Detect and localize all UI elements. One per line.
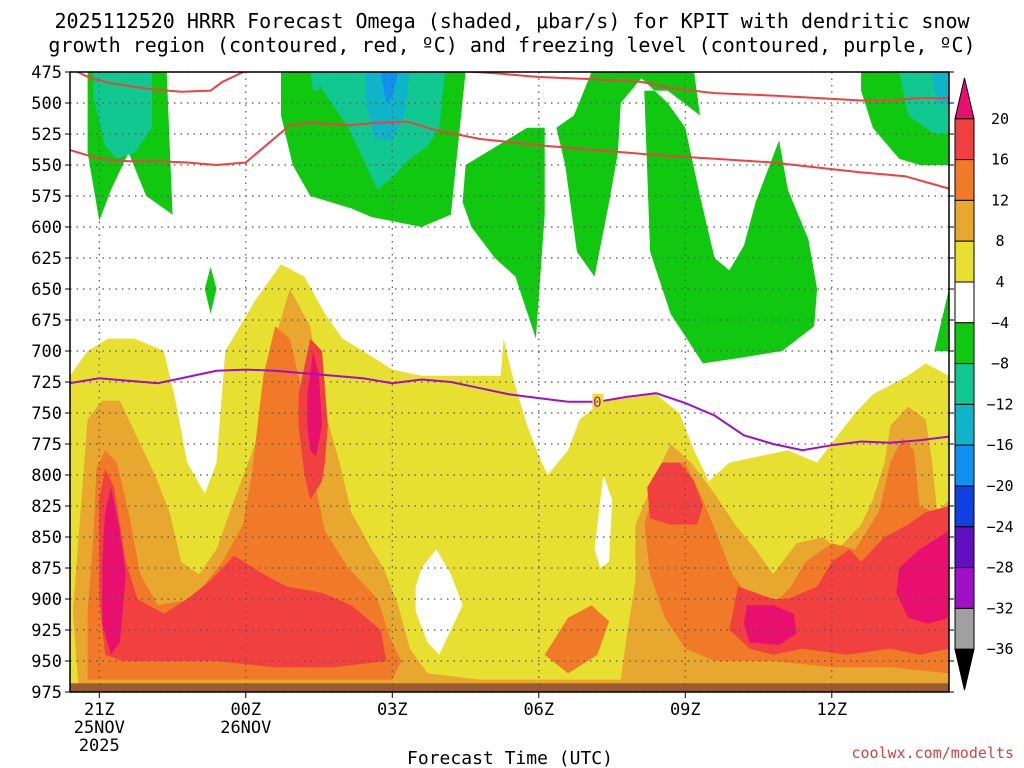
- colorbar-label-3: 12: [991, 191, 1009, 209]
- credit-label: coolwx.com/modelts: [851, 744, 1014, 762]
- y-tick-label-500: 500: [31, 94, 62, 114]
- dgz-lower-contour: [70, 120, 949, 190]
- omega-region-hole-1: [415, 549, 463, 655]
- y-tick-label-850: 850: [31, 528, 62, 548]
- colorbar-label-12: −28: [986, 559, 1013, 577]
- colorbar-swatch-9: [954, 444, 975, 487]
- y-tick-label-875: 875: [31, 559, 62, 579]
- x-axis-label: Forecast Time (UTC): [407, 748, 613, 768]
- x-tick-label-h16-1: 06Z: [523, 700, 554, 720]
- y-tick-label-925: 925: [31, 621, 62, 641]
- x-tick-label-h21-1: 09Z: [670, 700, 701, 720]
- omega-region-12-1: [87, 326, 402, 680]
- y-tick-label-475: 475: [31, 63, 62, 83]
- y-tick-label-525: 525: [31, 125, 62, 145]
- omega-region-neg8-4: [556, 72, 818, 364]
- colorbar-swatch-3: [954, 199, 975, 242]
- omega-region-20-2: [307, 351, 322, 457]
- omega-region-20-4: [896, 530, 949, 624]
- colorbar-swatch-12: [954, 567, 975, 609]
- y-tick-label-975: 975: [31, 683, 62, 703]
- omega-region-neg12-4: [310, 72, 322, 91]
- colorbar-label-5: 4: [995, 273, 1004, 291]
- colorbar-label-2: 16: [991, 151, 1009, 169]
- y-tick-label-625: 625: [31, 249, 62, 269]
- omega-region-neg8-6: [934, 289, 949, 351]
- colorbar-label-7: −8: [991, 355, 1009, 373]
- x-tick-label-h1-2: 25NOV: [74, 718, 125, 738]
- colorbar-swatch-5: [954, 281, 975, 324]
- colorbar-label-13: −32: [986, 599, 1013, 617]
- y-tick-label-825: 825: [31, 497, 62, 517]
- x-tick-label-h26-1: 12Z: [816, 700, 847, 720]
- colorbar-label-9: −16: [986, 436, 1013, 454]
- omega-region-12-2: [544, 605, 610, 674]
- y-tick-label-600: 600: [31, 218, 62, 238]
- y-tick-label-700: 700: [31, 342, 62, 362]
- colorbar-top-triangle: [954, 77, 975, 120]
- title-line-1: 2025112520 HRRR Forecast Omega (shaded, …: [54, 9, 970, 33]
- omega-region-neg16-2: [931, 72, 949, 103]
- omega-region-16-3: [647, 462, 703, 525]
- axes: 475 500 525 550 575 600 625 650 675 700 725 750 775 8…: [31, 63, 954, 756]
- colorbar: 20 16 12 8 4 −4 −8 −12 −16 −20 −24 −28 −32 −36: [954, 77, 1014, 691]
- colorbar-swatch-6: [954, 322, 975, 365]
- omega-region-neg20-1: [380, 72, 399, 103]
- colorbar-label-8: −12: [986, 395, 1013, 413]
- colorbar-label-6: −4: [991, 314, 1009, 332]
- y-tick-label-725: 725: [31, 373, 62, 393]
- colorbar-label-11: −24: [986, 518, 1013, 536]
- y-tick-label-950: 950: [31, 652, 62, 672]
- omega-region-hole-2: [594, 475, 613, 568]
- colorbar-swatch-1: [954, 118, 975, 161]
- y-tick-label-775: 775: [31, 435, 62, 455]
- title-line-2: growth region (contoured, red, ºC) and f…: [48, 33, 975, 57]
- y-tick-label-900: 900: [31, 590, 62, 610]
- colorbar-swatch-4: [954, 240, 975, 283]
- chart-title: 2025112520 HRRR Forecast Omega (shaded, …: [48, 9, 975, 57]
- colorbar-swatch-11: [954, 526, 975, 569]
- omega-region-20-3: [743, 605, 797, 645]
- colorbar-swatch-2: [954, 159, 975, 201]
- freezing-level-label: 0: [593, 395, 601, 411]
- colorbar-label-4: 8: [995, 232, 1004, 250]
- x-tick-label-h11-1: 03Z: [377, 700, 408, 720]
- y-tick-label-550: 550: [31, 156, 62, 176]
- y-tick-label-750: 750: [31, 404, 62, 424]
- plot-area: 0: [70, 71, 949, 693]
- colorbar-swatch-8: [954, 403, 975, 446]
- contour-lines: 0: [70, 72, 949, 452]
- omega-region-neg8-3: [462, 127, 545, 339]
- y-tick-label-675: 675: [31, 311, 62, 331]
- colorbar-label-14: −36: [986, 640, 1013, 658]
- omega-region-20-1: [102, 487, 126, 655]
- colorbar-label-1: 20: [991, 110, 1009, 128]
- x-tick-label-h6-2: 26NOV: [220, 718, 271, 738]
- colorbar-swatch-7: [954, 363, 975, 405]
- x-tick-label-h6-1: 00Z: [230, 700, 261, 720]
- freezing-level-contour: [70, 368, 949, 452]
- ground-strip: [70, 683, 949, 692]
- omega-region-16-1: [99, 468, 387, 668]
- omega-region-neg8-7: [204, 266, 217, 314]
- y-tick-label-575: 575: [31, 187, 62, 207]
- colorbar-swatch-13: [954, 607, 975, 650]
- dgz-upper-contour: [75, 72, 949, 102]
- colorbar-label-10: −20: [986, 477, 1013, 495]
- x-tick-label-h1-3: 2025: [79, 736, 120, 756]
- colorbar-swatch-10: [954, 485, 975, 528]
- colorbar-bottom-triangle: [954, 648, 975, 691]
- freezing-label-bg: [592, 393, 604, 409]
- x-tick-label-h1-1: 21Z: [84, 700, 115, 720]
- y-tick-label-650: 650: [31, 280, 62, 300]
- y-tick-label-800: 800: [31, 466, 62, 486]
- omega-region-neg12-1: [93, 72, 152, 159]
- omega-shading: [70, 72, 949, 692]
